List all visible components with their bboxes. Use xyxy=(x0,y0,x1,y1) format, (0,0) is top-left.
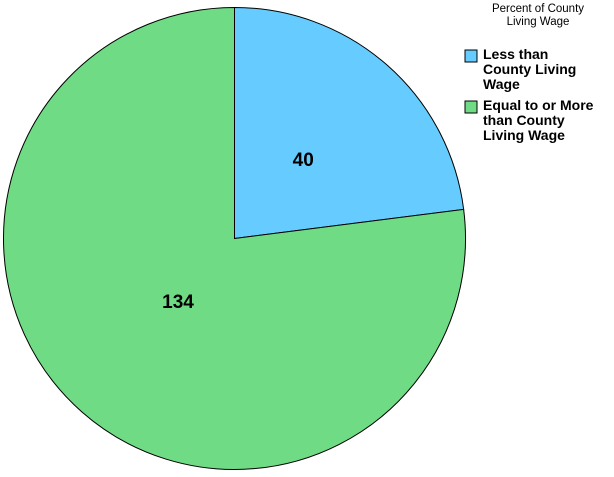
legend-title-line: Living Wage xyxy=(507,16,570,28)
pie-slices xyxy=(3,6,466,470)
slice-value-labels: 40 134 xyxy=(162,150,314,313)
legend-swatch xyxy=(464,100,478,114)
legend-label-line: Living Wage xyxy=(483,127,565,143)
legend-title-line: Percent of County xyxy=(492,3,584,15)
legend-label-line: Wage xyxy=(483,76,520,92)
legend-label-line: Less than xyxy=(483,46,548,62)
legend: Percent of County Living Wage Less thanC… xyxy=(464,3,594,143)
legend-label-line: Equal to or More xyxy=(483,97,594,113)
pie-slice xyxy=(234,6,465,240)
slice-value-label: 134 xyxy=(162,292,194,313)
legend-label-line: than County xyxy=(483,112,565,128)
slice-value-label: 40 xyxy=(293,150,314,171)
pie-slice xyxy=(3,6,466,470)
legend-swatch xyxy=(464,49,478,63)
legend-label-line: County Living xyxy=(483,61,576,77)
